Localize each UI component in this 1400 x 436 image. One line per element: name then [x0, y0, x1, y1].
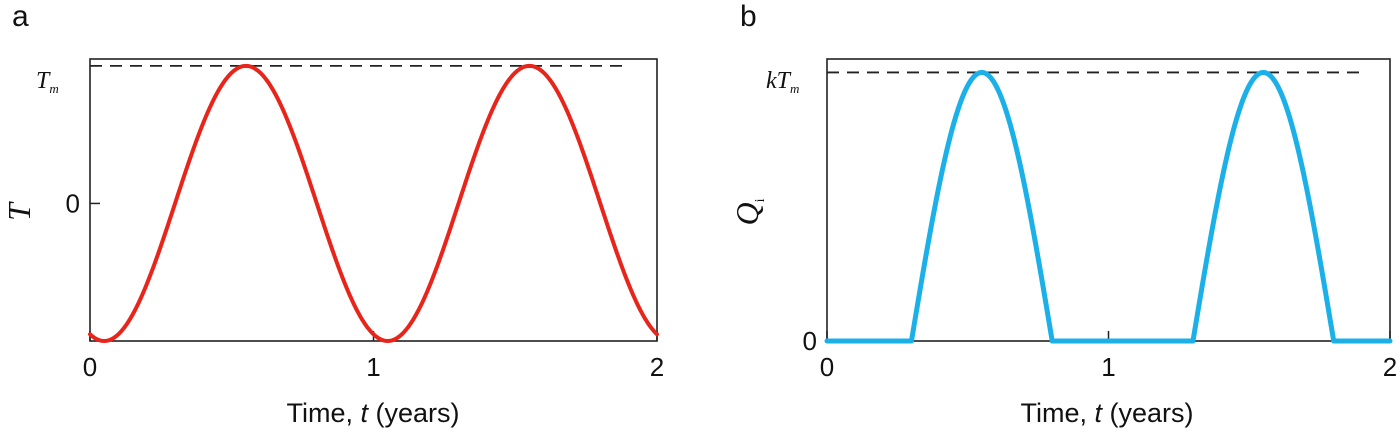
- panel-a-x-axis-label-var: t: [360, 398, 369, 428]
- panel-b-ticks: 0 1 2 0: [803, 326, 1398, 382]
- panel-b-letter: b: [740, 0, 757, 33]
- panel-a-ref-label: Tm: [36, 68, 59, 96]
- panel-b-y-axis-label-main: Q: [729, 202, 765, 225]
- x-tick-label: 1: [1101, 352, 1115, 382]
- panel-b-plot-frame: [826, 58, 1391, 342]
- panel-a-x-axis-label-suffix: (years): [368, 398, 460, 428]
- panel-b-ref-label: kTm: [766, 68, 799, 96]
- y-tick-label: 0: [66, 188, 80, 218]
- series-line: [88, 63, 659, 343]
- panel-a-ticks: 0 1 2 0: [66, 188, 665, 382]
- panel-b-y-axis-label-sub: i: [753, 198, 768, 202]
- panel-b-x-axis-label-var: t: [1094, 398, 1103, 428]
- panel-b: b 0 1 2 0 kTm Qi Time, t (years): [729, 0, 1397, 428]
- panel-b-series: [824, 69, 1393, 344]
- panel-a-series: [88, 63, 659, 343]
- panel-a-y-axis-label: T: [1, 201, 37, 221]
- panel-b-x-axis-label-prefix: Time,: [1020, 398, 1094, 428]
- panel-b-x-axis-label: Time, t (years): [1020, 398, 1193, 428]
- panel-a-y-axis-label-main: T: [1, 201, 37, 221]
- panel-a-ref-label-main: T: [36, 68, 51, 94]
- panel-b-ref-label-prefix: k: [766, 68, 777, 94]
- panel-a-letter: a: [12, 0, 29, 33]
- panel-a-x-axis-label-prefix: Time,: [286, 398, 360, 428]
- panel-b-ref-label-sub: m: [790, 81, 799, 96]
- x-tick-label: 0: [83, 352, 97, 382]
- panel-a: a 0 1 2 0 Tm T Time, t (years): [1, 0, 664, 428]
- panel-b-x-axis-label-suffix: (years): [1102, 398, 1194, 428]
- panel-a-x-axis-label: Time, t (years): [286, 398, 459, 428]
- y-tick-label: 0: [803, 326, 817, 356]
- x-tick-label: 2: [1383, 352, 1397, 382]
- x-tick-label: 2: [650, 352, 664, 382]
- series-line: [824, 69, 1393, 344]
- panel-b-y-axis-label: Qi: [729, 198, 768, 225]
- x-tick-label: 1: [366, 352, 380, 382]
- x-tick-label: 0: [820, 352, 834, 382]
- panel-a-ref-label-sub: m: [49, 81, 58, 96]
- panel-b-ref-label-main: T: [777, 68, 792, 94]
